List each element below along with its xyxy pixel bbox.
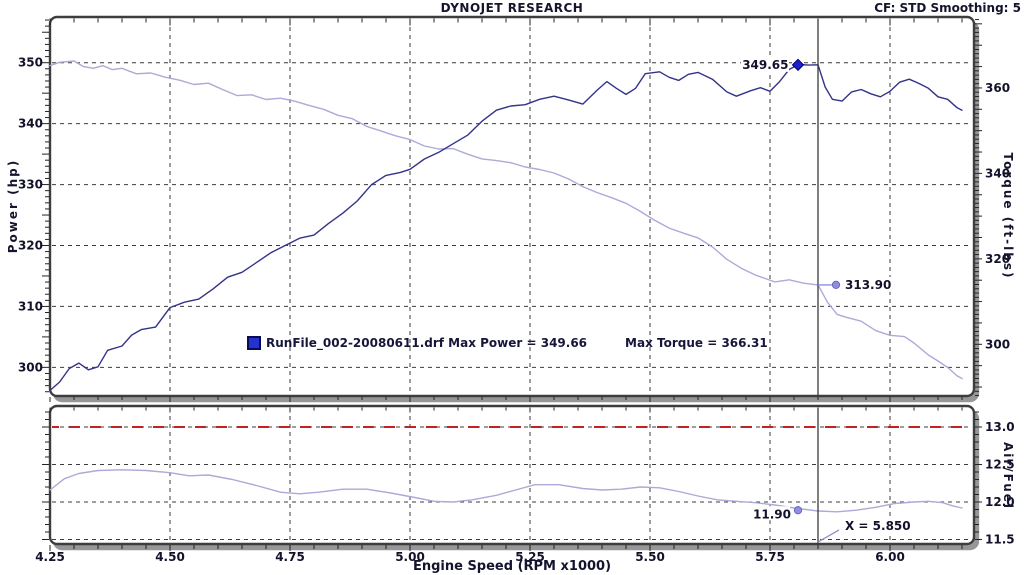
- correction-smoothing-label: CF: STD Smoothing: 5: [874, 1, 1021, 15]
- main-plot-frame: [48, 15, 976, 398]
- power-tick-label: 350: [18, 56, 43, 70]
- power-readout-bg: [741, 56, 789, 72]
- legend-run-label: RunFile_002-20080611.drf Max Power = 349…: [266, 336, 588, 350]
- x-tick-label: 4.50: [155, 550, 185, 564]
- torque-readout-bg: [843, 276, 895, 292]
- engine-speed-axis-title: Engine Speed (RPM x1000): [412, 559, 612, 574]
- af-readout: 11.90: [753, 507, 791, 521]
- torque-axis-title: Torque (ft-lbs): [1001, 152, 1015, 280]
- power-cursor-marker: [791, 58, 805, 72]
- af-readout-bg: [746, 506, 790, 521]
- power-tick-label: 310: [18, 299, 43, 313]
- af-tick-label: 12.5: [985, 458, 1015, 472]
- af-tick-label: 12.0: [985, 495, 1015, 509]
- power-curve: [49, 63, 963, 392]
- af-curve: [49, 469, 963, 513]
- power-tick-label: 330: [18, 178, 43, 192]
- max-power-readout: 349.65: [742, 58, 788, 72]
- cursor-x-label: X = 5.850: [845, 519, 911, 533]
- torque-tick-label: 360: [985, 81, 1010, 95]
- x-tick-label: 4.75: [275, 550, 305, 564]
- torque-tick-label: 300: [985, 337, 1010, 351]
- x-tick-label: 5.50: [635, 550, 665, 564]
- page-title: DYNOJET RESEARCH: [440, 1, 584, 15]
- torque-readout: 313.90: [845, 278, 891, 292]
- power-tick-label: 320: [18, 238, 43, 252]
- x-tick-label: 6.00: [875, 550, 905, 564]
- af-cursor-marker: [793, 506, 803, 515]
- legend-swatch-icon: [247, 336, 261, 350]
- af-tick-label: 11.5: [985, 533, 1015, 547]
- cursor-x-bg: [842, 518, 914, 532]
- airfuel-axis-title: Air/Fuel: [1001, 441, 1015, 511]
- power-tick-label: 340: [18, 117, 43, 131]
- legend-max-torque-label: Max Torque = 366.31: [625, 336, 768, 350]
- torque-cursor-marker: [831, 280, 841, 290]
- af-plot-frame: [48, 404, 976, 546]
- x-tick-label: 4.25: [35, 550, 65, 564]
- torque-tick-label: 320: [985, 252, 1010, 266]
- power-axis-title: Power (hp): [6, 158, 20, 254]
- power-tick-label: 300: [18, 360, 43, 374]
- af-tick-label: 13.0: [985, 420, 1015, 434]
- x-tick-label: 5.75: [755, 550, 785, 564]
- torque-curve: [49, 60, 963, 380]
- x-tick-label: 5.25: [515, 550, 545, 564]
- torque-tick-label: 340: [985, 166, 1010, 180]
- x-tick-label: 5.00: [395, 550, 425, 564]
- legend-row[interactable]: RunFile_002-20080611.drf Max Power = 349…: [247, 336, 768, 350]
- cursor-x-leader: [817, 529, 840, 543]
